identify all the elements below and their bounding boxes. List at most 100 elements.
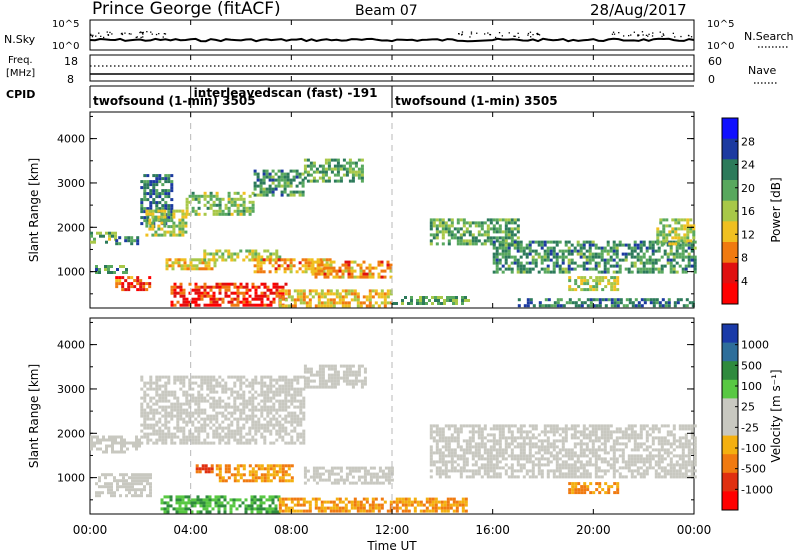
echo-cell	[287, 258, 290, 261]
echo-cell	[285, 507, 288, 510]
echo-cell	[266, 388, 269, 391]
echo-cell	[307, 470, 310, 473]
echo-cell	[668, 233, 671, 236]
echo-cell	[254, 250, 257, 253]
echo-cell	[180, 304, 183, 307]
echo-cell	[233, 501, 236, 504]
echo-cell	[598, 466, 601, 469]
echo-cell	[511, 262, 514, 265]
noise-search-dot	[459, 33, 460, 34]
echo-cell	[502, 271, 505, 274]
echo-cell	[282, 473, 285, 476]
echo-cell	[275, 250, 278, 253]
echo-cell	[264, 467, 267, 470]
echo-cell	[532, 427, 535, 430]
echo-cell	[387, 261, 390, 264]
echo-cell	[166, 267, 169, 270]
echo-cell	[170, 186, 173, 189]
echo-cell	[230, 430, 233, 433]
echo-cell	[172, 228, 175, 231]
echo-cell	[118, 279, 121, 282]
echo-cell	[164, 192, 167, 195]
echo-cell	[200, 427, 203, 430]
echo-cell	[481, 466, 484, 469]
echo-cell	[538, 472, 541, 475]
echo-cell	[453, 504, 456, 507]
echo-cell	[554, 301, 557, 304]
echo-cell	[160, 228, 163, 231]
echo-cell	[523, 439, 526, 442]
echo-cell	[430, 239, 433, 242]
echo-cell	[366, 510, 369, 513]
echo-cell	[364, 476, 367, 479]
echo-cell	[239, 403, 242, 406]
echo-cell	[358, 174, 361, 177]
echo-cell	[337, 159, 340, 162]
echo-cell	[472, 475, 475, 478]
echo-cell	[279, 467, 282, 470]
noise-search-dot	[648, 34, 649, 35]
echo-cell	[160, 210, 163, 213]
echo-cell	[140, 476, 143, 479]
echo-cell	[613, 472, 616, 475]
echo-cell	[556, 262, 559, 265]
echo-cell	[224, 250, 227, 253]
echo-cell	[108, 232, 111, 235]
echo-cell	[170, 436, 173, 439]
echo-cell	[110, 488, 113, 491]
echo-cell	[544, 445, 547, 448]
echo-cell	[113, 494, 116, 497]
echo-cell	[325, 383, 328, 386]
echo-cell	[110, 271, 113, 274]
echo-cell	[658, 451, 661, 454]
echo-cell	[692, 227, 695, 230]
echo-cell	[694, 268, 697, 271]
echo-cell	[215, 495, 218, 498]
echo-cell	[472, 439, 475, 442]
echo-cell	[496, 472, 499, 475]
echo-cell	[294, 510, 297, 513]
echo-cell	[158, 412, 161, 415]
echo-cell	[195, 286, 198, 289]
echo-cell	[328, 377, 331, 380]
echo-cell	[134, 482, 137, 485]
echo-cell	[200, 382, 203, 385]
echo-cell	[206, 253, 209, 256]
echo-cell	[580, 282, 583, 285]
echo-cell	[206, 394, 209, 397]
echo-cell	[284, 430, 287, 433]
echo-cell	[604, 442, 607, 445]
echo-cell	[258, 295, 261, 298]
echo-cell	[565, 451, 568, 454]
echo-cell	[583, 265, 586, 268]
echo-cell	[140, 201, 143, 204]
echo-cell	[324, 507, 327, 510]
echo-cell	[562, 466, 565, 469]
echo-cell	[324, 510, 327, 513]
echo-cell	[484, 442, 487, 445]
echo-cell	[178, 264, 181, 267]
echo-cell	[487, 466, 490, 469]
echo-cell	[440, 302, 443, 305]
echo-cell	[294, 304, 297, 307]
echo-cell	[270, 473, 273, 476]
echo-cell	[655, 427, 658, 430]
echo-cell	[505, 424, 508, 427]
echo-cell	[269, 185, 272, 188]
echo-cell	[532, 472, 535, 475]
echo-cell	[369, 504, 372, 507]
echo-cell	[502, 427, 505, 430]
echo-cell	[304, 368, 307, 371]
echo-cell	[641, 304, 644, 307]
echo-cell	[355, 371, 358, 374]
echo-cell	[185, 391, 188, 394]
echo-cell	[99, 235, 102, 238]
echo-cell	[658, 268, 661, 271]
echo-cell	[215, 382, 218, 385]
echo-cell	[520, 451, 523, 454]
echo-cell	[194, 430, 197, 433]
echo-cell	[355, 467, 358, 470]
echo-cell	[631, 247, 634, 250]
echo-cell	[293, 400, 296, 403]
echo-cell	[568, 463, 571, 466]
